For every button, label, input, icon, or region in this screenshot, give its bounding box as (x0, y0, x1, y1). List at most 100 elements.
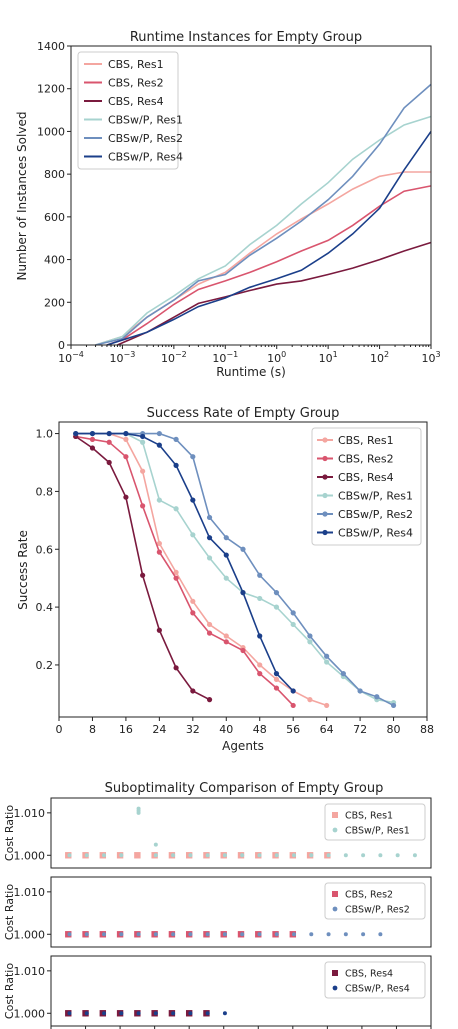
data-point-circle (119, 1011, 124, 1016)
data-point-circle (257, 853, 262, 858)
x-tick-label: 10−3 (110, 350, 136, 365)
data-point (190, 610, 196, 616)
data-point-circle (188, 853, 193, 858)
data-point-circle (188, 1011, 193, 1016)
plot-frame (70, 45, 432, 346)
data-point-circle (309, 853, 314, 858)
y-tick-label: 1.000 (14, 1007, 46, 1020)
x-tick-label: 0 (56, 723, 63, 736)
data-point-circle (84, 853, 89, 858)
data-point (307, 633, 313, 639)
legend-label: CBSw/P, Res2 (338, 508, 413, 521)
legend-marker (322, 474, 328, 480)
x-tick-label: 72 (353, 723, 367, 736)
series-line-6 (75, 432, 294, 692)
y-tick-label: 1.010 (14, 965, 46, 978)
y-tick-label: 1200 (37, 83, 65, 96)
x-tick-label: 10−1 (212, 350, 238, 365)
legend-marker (322, 511, 328, 517)
data-point-circle (153, 932, 158, 937)
data-point-circle (102, 1011, 107, 1016)
legend-label: CBSw/P, Res4 (108, 151, 183, 164)
data-point (106, 430, 112, 437)
data-point-circle (205, 1011, 210, 1016)
legend-box (324, 803, 426, 841)
data-point (89, 445, 96, 451)
series-line-6 (106, 130, 432, 346)
x-tick-label: 10−4 (58, 350, 84, 365)
data-point-circle (102, 853, 107, 858)
data-point (140, 503, 146, 509)
x-tick-label: 80 (387, 723, 401, 736)
y-tick-label: 0.6 (36, 543, 54, 556)
legend-label: CBSw/P, Res1 (345, 826, 410, 837)
data-point-circle (102, 932, 107, 937)
data-point (273, 604, 280, 610)
series-line-5 (95, 83, 432, 346)
y-tick-label: 1400 (37, 40, 65, 53)
y-tick-label: 1.000 (14, 849, 46, 862)
data-point (190, 497, 196, 503)
data-point (173, 506, 179, 512)
legend-marker (322, 455, 328, 462)
data-point (156, 497, 162, 503)
panel-frame (50, 876, 432, 948)
data-point-circle (188, 932, 193, 937)
y-tick-label: 400 (44, 254, 65, 267)
data-point (123, 454, 129, 460)
data-point-square (134, 852, 141, 859)
data-point-circle (171, 853, 176, 858)
data-point (257, 662, 263, 668)
data-point (223, 535, 229, 541)
legend-label: CBSw/P, Res2 (108, 132, 183, 145)
data-point (190, 688, 196, 694)
legend-marker (332, 906, 338, 912)
x-tick-label: 32 (186, 723, 200, 736)
legend-marker (322, 529, 328, 536)
panel-frame (50, 797, 432, 869)
x-tick-label: 103 (421, 350, 440, 365)
data-point-circle (67, 853, 72, 858)
y-tick-label: 800 (44, 168, 65, 181)
legend: CBS, Res1 CBS, Res2 CBS, Res4 CBSw/P, Res1 C… (311, 427, 422, 546)
data-point (123, 430, 129, 437)
plot-frame (58, 421, 428, 718)
data-point (273, 685, 280, 691)
data-point-circle (378, 853, 383, 858)
legend-marker (332, 827, 338, 833)
y-axis-label: Cost Ratio (3, 805, 16, 861)
data-point-circle (222, 1011, 227, 1016)
x-tick-label: 102 (370, 350, 389, 365)
data-point (273, 676, 280, 683)
data-point (390, 702, 397, 709)
series-line-3 (75, 435, 210, 701)
chart-title: Suboptimality Comparison of Empty Group (105, 781, 384, 796)
data-point (307, 697, 313, 703)
data-point (106, 459, 112, 466)
data-point (206, 630, 213, 636)
data-point-circle (205, 853, 210, 858)
legend-marker (322, 492, 328, 499)
legend-label: CBSw/P, Res4 (338, 527, 413, 540)
data-point (140, 468, 146, 474)
data-point (290, 610, 296, 616)
y-tick-label: 600 (44, 211, 65, 224)
x-tick-label: 8 (89, 723, 96, 736)
legend-label: CBSw/P, Res1 (108, 114, 183, 127)
x-tick-label: 10−2 (161, 350, 187, 365)
data-point (106, 439, 112, 445)
legend-label: CBS, Res1 (338, 434, 394, 447)
data-point-circle (153, 1011, 158, 1016)
data-point (206, 697, 213, 703)
data-point (73, 430, 79, 437)
series-line-4 (75, 432, 394, 704)
data-point (340, 671, 346, 677)
y-axis-label: Cost Ratio (3, 963, 16, 1019)
data-point (123, 494, 129, 500)
data-point (257, 671, 263, 677)
data-point (223, 575, 229, 581)
data-point (190, 532, 196, 538)
series-line-1 (75, 432, 327, 707)
